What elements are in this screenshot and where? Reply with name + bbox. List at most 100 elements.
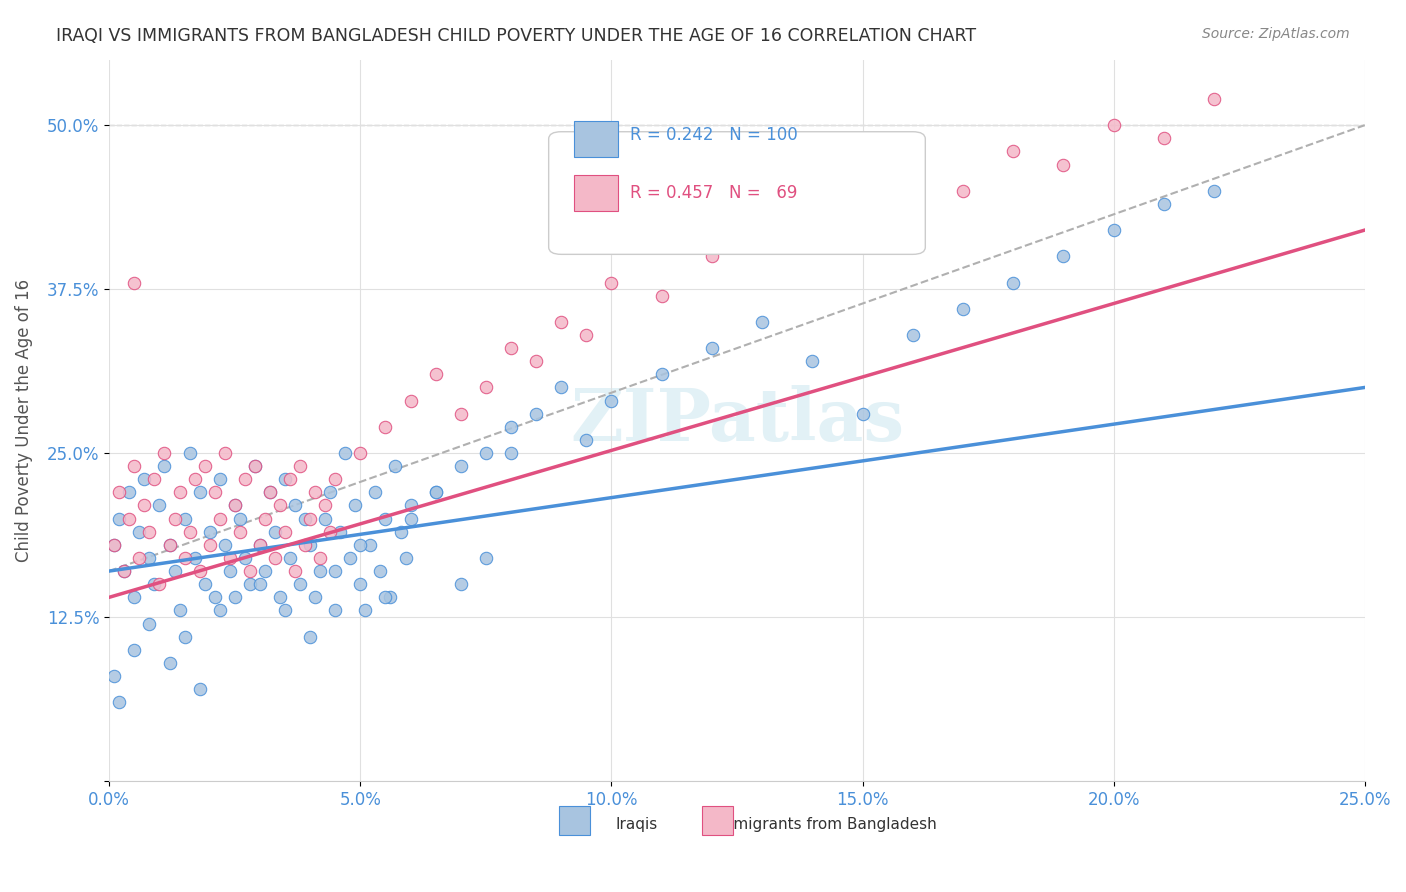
Point [450, 407, 472, 421]
Point [118, 511, 141, 525]
Point [163, 564, 186, 578]
Point [575, 433, 598, 447]
Point [901, 328, 924, 343]
Point [399, 511, 422, 525]
Point [524, 407, 547, 421]
Point [1102, 118, 1125, 132]
Point [952, 184, 974, 198]
Point [153, 459, 176, 474]
Point [399, 393, 422, 408]
Point [319, 485, 342, 500]
Point [524, 354, 547, 368]
Point [249, 538, 271, 552]
Point [1052, 249, 1074, 263]
Text: ZIPatlas: ZIPatlas [569, 384, 904, 456]
Point [344, 499, 367, 513]
Point [243, 459, 266, 474]
Point [651, 288, 673, 302]
Point [173, 630, 195, 644]
Point [751, 315, 773, 329]
Text: Iraqis: Iraqis [616, 817, 658, 831]
Point [349, 538, 371, 552]
Point [323, 472, 346, 486]
Point [374, 419, 396, 434]
Point [851, 170, 873, 185]
Point [299, 511, 322, 525]
Point [108, 485, 131, 500]
Point [274, 603, 297, 617]
Point [188, 564, 211, 578]
Point [103, 669, 125, 683]
Point [278, 472, 301, 486]
Point [651, 368, 673, 382]
Point [304, 591, 326, 605]
Point [370, 564, 392, 578]
Point [118, 485, 141, 500]
Point [1153, 131, 1175, 145]
Point [224, 591, 246, 605]
Point [134, 472, 156, 486]
Bar [574, 175, 617, 211]
Point [128, 550, 150, 565]
Point [314, 511, 336, 525]
Point [103, 538, 125, 552]
Point [173, 511, 195, 525]
Point [335, 446, 357, 460]
Point [159, 538, 181, 552]
Y-axis label: Child Poverty Under the Age of 16: Child Poverty Under the Age of 16 [15, 278, 32, 562]
Point [134, 499, 156, 513]
Point [425, 368, 447, 382]
Point [138, 524, 160, 539]
Point [801, 354, 824, 368]
Bar [574, 121, 617, 157]
Point [1153, 197, 1175, 211]
Point [475, 550, 498, 565]
Point [354, 603, 377, 617]
Point [179, 524, 201, 539]
Point [450, 459, 472, 474]
Point [138, 616, 160, 631]
Point [269, 499, 291, 513]
Point [1204, 184, 1226, 198]
Point [374, 511, 396, 525]
Point [243, 459, 266, 474]
Point [309, 550, 332, 565]
Point [499, 419, 522, 434]
Point [801, 197, 824, 211]
Point [239, 564, 262, 578]
Point [253, 564, 276, 578]
Point [103, 538, 125, 552]
Point [380, 591, 402, 605]
Point [183, 472, 205, 486]
Point [274, 524, 297, 539]
Point [288, 459, 311, 474]
Point [229, 524, 252, 539]
Point [188, 682, 211, 697]
Point [214, 446, 236, 460]
Point [374, 591, 396, 605]
Point [600, 276, 623, 290]
Point [128, 524, 150, 539]
Point [278, 550, 301, 565]
Point [153, 446, 176, 460]
Point [319, 524, 342, 539]
Point [194, 459, 217, 474]
Point [700, 341, 723, 355]
Point [475, 446, 498, 460]
Point [1052, 157, 1074, 171]
Point [499, 341, 522, 355]
Point [475, 380, 498, 394]
Point [204, 591, 226, 605]
Point [304, 485, 326, 500]
Point [124, 591, 146, 605]
Point [259, 485, 281, 500]
Point [159, 656, 181, 670]
Point [169, 603, 191, 617]
Point [359, 538, 381, 552]
Point [339, 550, 361, 565]
Point [384, 459, 406, 474]
Point [851, 407, 873, 421]
Point [112, 564, 135, 578]
Point [224, 499, 246, 513]
Point [600, 393, 623, 408]
